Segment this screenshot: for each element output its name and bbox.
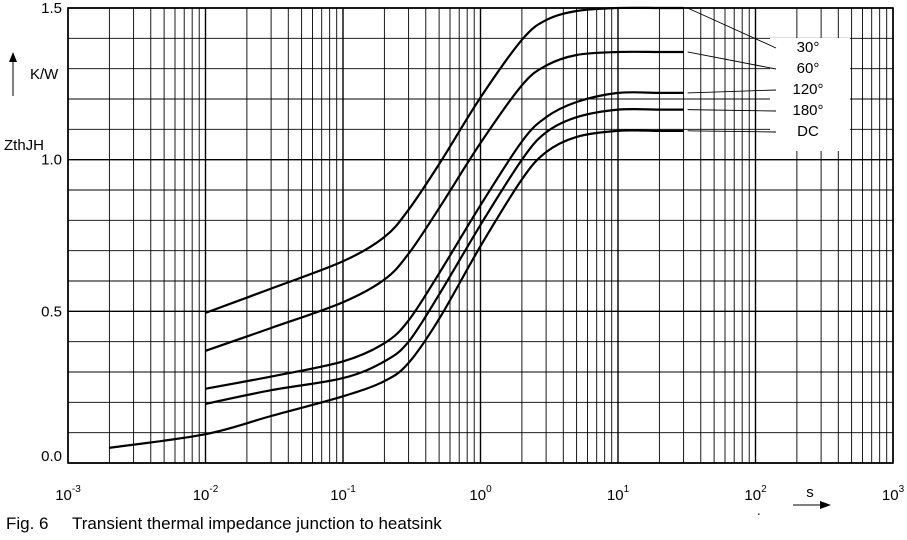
caption-text: Transient thermal impedance junction to …	[72, 514, 442, 533]
legend-label: 180°	[792, 102, 823, 119]
y-tick-label: 0.5	[41, 303, 62, 320]
figure-number: Fig. 6	[6, 514, 49, 533]
legend: 30° 60° 120° 180° DC	[687, 7, 850, 151]
x-axis-label: t	[757, 510, 762, 515]
x-tick-label: 102	[744, 484, 767, 504]
series-line	[205, 91, 684, 390]
series-line	[205, 107, 684, 405]
series-line	[205, 50, 684, 352]
legend-leader-line	[687, 7, 777, 49]
legend-leader-line	[687, 89, 777, 94]
series-line	[205, 6, 684, 314]
legend-label: 60°	[797, 60, 820, 77]
x-tick-label: 10-3	[55, 484, 81, 504]
legend-label: DC	[797, 123, 819, 140]
plot-frame	[67, 7, 894, 464]
x-tick-label: 100	[469, 484, 492, 504]
y-tick-label: 1.5	[41, 0, 62, 17]
x-tick-label: 10-1	[330, 484, 356, 504]
series-line	[109, 129, 684, 449]
x-tick-label: 103	[882, 484, 905, 504]
legend-label: 120°	[792, 81, 823, 98]
y-tick-label: 0.0	[41, 448, 62, 465]
chart-curves	[109, 6, 684, 449]
y-axis-arrowhead	[9, 52, 17, 62]
x-tick-label: 101	[607, 484, 630, 504]
axis-labels: K/W ZthJH s t	[4, 52, 831, 515]
chart-grid	[67, 7, 894, 464]
tick-labels: 0.0 0.5 1.0 1.5 10-3 10-2 10-1 100 101 102 103	[41, 0, 904, 504]
legend-leader-line	[687, 130, 777, 133]
x-tick-label: 10-2	[193, 484, 219, 504]
legend-leader-line	[687, 109, 777, 112]
legend-background	[770, 38, 850, 151]
legend-label: 30°	[797, 39, 820, 56]
legend-leader-line	[687, 51, 777, 70]
x-axis-unit: s	[806, 484, 814, 501]
x-axis-arrowhead	[820, 501, 831, 509]
y-axis-unit: K/W	[30, 66, 59, 83]
y-axis-label: ZthJH	[4, 137, 44, 154]
thermal-impedance-chart: 0.0 0.5 1.0 1.5 10-3 10-2 10-1 100 101 102 103 30°…	[4, 0, 905, 515]
y-tick-label: 1.0	[41, 152, 62, 169]
figure-caption: Fig. 6 Transient thermal impedance juncti…	[6, 514, 442, 534]
